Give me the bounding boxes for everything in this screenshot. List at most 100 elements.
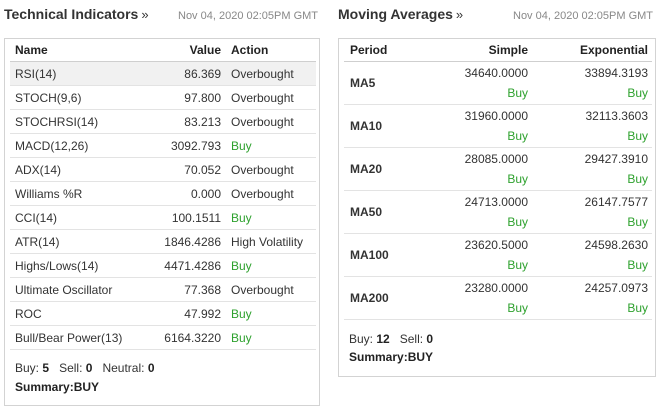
simple-cell: 23280.0000 Buy — [416, 276, 528, 320]
indicator-action: Overbought — [221, 61, 316, 86]
exponential-action: Buy — [627, 129, 648, 143]
exponential-value: 26147.7577 — [584, 195, 648, 209]
exponential-value: 33894.3193 — [584, 66, 648, 80]
simple-value: 28085.0000 — [464, 152, 528, 166]
table-row: STOCHRSI(14) 83.213 Overbought — [10, 109, 316, 134]
moving-averages-table: Period Simple Exponential MA5 34640.0000 B… — [344, 39, 652, 320]
simple-cell: 28085.0000 Buy — [416, 147, 528, 191]
indicator-name: Highs/Lows(14) — [10, 253, 143, 278]
indicator-value: 3092.793 — [143, 133, 221, 158]
indicator-action: Overbought — [221, 85, 316, 110]
table-row: ROC 47.992 Buy — [10, 301, 316, 326]
indicator-action: Overbought — [221, 181, 316, 206]
moving-averages-more-icon[interactable]: » — [455, 7, 464, 22]
simple-value: 31960.0000 — [464, 109, 528, 123]
technical-summary: Summary:BUY — [15, 380, 99, 394]
table-row: MA20 28085.0000 Buy 29427.3910 Buy — [344, 147, 652, 191]
indicator-action: Overbought — [221, 277, 316, 302]
exponential-value: 24257.0973 — [584, 281, 648, 295]
indicator-name: CCI(14) — [10, 205, 143, 230]
neutral-count-label: Neutral: — [102, 361, 145, 375]
moving-averages-rows: MA5 34640.0000 Buy 33894.3193 Buy MA10 31960.0… — [344, 61, 652, 320]
sell-count-label: Sell: — [59, 361, 83, 375]
technical-indicators-table: Name Value Action RSI(14) 86.369 Overbough… — [10, 39, 316, 350]
column-header-period: Period — [344, 39, 416, 62]
indicator-value: 77.368 — [143, 277, 221, 302]
technical-indicators-title[interactable]: Technical Indicators — [4, 6, 139, 22]
column-header-exponential: Exponential — [528, 39, 652, 62]
table-row: Bull/Bear Power(13) 6164.3220 Buy — [10, 325, 316, 350]
table-row: RSI(14) 86.369 Overbought — [10, 61, 316, 86]
technical-indicators-panel: Name Value Action RSI(14) 86.369 Overbough… — [4, 38, 320, 406]
indicator-action: Buy — [221, 325, 316, 350]
technical-indicators-more-icon[interactable]: » — [141, 7, 149, 22]
column-header-name: Name — [10, 39, 143, 62]
summary-label: Summary: — [15, 380, 74, 394]
simple-action: Buy — [507, 258, 528, 272]
indicator-value: 83.213 — [143, 109, 221, 134]
summary-label: Summary: — [349, 350, 408, 364]
table-row: MA200 23280.0000 Buy 24257.0973 Buy — [344, 276, 652, 320]
exponential-action: Buy — [627, 172, 648, 186]
exponential-value: 24598.2630 — [584, 238, 648, 252]
indicator-action: High Volatility — [221, 229, 316, 254]
indicator-value: 100.1511 — [143, 205, 221, 230]
indicator-value: 86.369 — [143, 61, 221, 86]
indicator-value: 47.992 — [143, 301, 221, 326]
table-row: ATR(14) 1846.4286 High Volatility — [10, 229, 316, 254]
moving-timestamp: Nov 04, 2020 02:05PM GMT — [513, 10, 654, 22]
table-header-row: Period Simple Exponential — [344, 39, 652, 62]
buy-count: 12 — [376, 332, 390, 346]
period-label: MA100 — [344, 233, 416, 277]
indicator-name: STOCHRSI(14) — [10, 109, 143, 134]
indicator-name: Bull/Bear Power(13) — [10, 325, 143, 350]
period-label: MA50 — [344, 190, 416, 234]
indicator-name: MACD(12,26) — [10, 133, 143, 158]
indicator-value: 6164.3220 — [143, 325, 221, 350]
table-row: Ultimate Oscillator 77.368 Overbought — [10, 277, 316, 302]
summary-value: BUY — [73, 380, 100, 394]
indicator-name: STOCH(9,6) — [10, 85, 143, 110]
indicator-action: Overbought — [221, 109, 316, 134]
table-row: MA50 24713.0000 Buy 26147.7577 Buy — [344, 190, 652, 234]
indicator-value: 0.000 — [143, 181, 221, 206]
table-row: MA10 31960.0000 Buy 32113.3603 Buy — [344, 104, 652, 148]
exponential-action: Buy — [627, 258, 648, 272]
indicator-name: Ultimate Oscillator — [10, 277, 143, 302]
simple-value: 23280.0000 — [464, 281, 528, 295]
sell-count-label: Sell: — [399, 332, 424, 346]
column-header-simple: Simple — [416, 39, 528, 62]
period-label: MA10 — [344, 104, 416, 148]
simple-value: 23620.5000 — [464, 238, 528, 252]
moving-averages-header: Moving Averages» Nov 04, 2020 02:05PM GM… — [338, 6, 656, 28]
exponential-cell: 26147.7577 Buy — [528, 190, 652, 234]
technical-counts: Buy: 5 Sell: 0 Neutral: 0 — [15, 361, 155, 375]
indicator-action: Buy — [221, 301, 316, 326]
summary-value: BUY — [407, 350, 434, 364]
moving-averages-title[interactable]: Moving Averages — [338, 6, 453, 22]
simple-action: Buy — [507, 86, 528, 100]
table-row: MA5 34640.0000 Buy 33894.3193 Buy — [344, 61, 652, 105]
column-header-value: Value — [143, 39, 221, 62]
buy-count-label: Buy: — [15, 361, 40, 375]
indicator-name: ROC — [10, 301, 143, 326]
exponential-cell: 29427.3910 Buy — [528, 147, 652, 191]
neutral-count: 0 — [147, 361, 155, 375]
technical-timestamp: Nov 04, 2020 02:05PM GMT — [178, 10, 319, 22]
indicator-action: Overbought — [221, 157, 316, 182]
exponential-value: 29427.3910 — [584, 152, 648, 166]
exponential-cell: 32113.3603 Buy — [528, 104, 652, 148]
moving-averages-panel: Period Simple Exponential MA5 34640.0000 B… — [338, 38, 656, 377]
simple-cell: 34640.0000 Buy — [416, 61, 528, 105]
sell-count: 0 — [426, 332, 434, 346]
exponential-cell: 33894.3193 Buy — [528, 61, 652, 105]
table-row: Williams %R 0.000 Overbought — [10, 181, 316, 206]
column-header-action: Action — [221, 39, 316, 62]
exponential-action: Buy — [627, 215, 648, 229]
exponential-cell: 24598.2630 Buy — [528, 233, 652, 277]
simple-action: Buy — [507, 215, 528, 229]
indicator-action: Buy — [221, 253, 316, 278]
indicator-value: 1846.4286 — [143, 229, 221, 254]
technical-indicators-header: Technical Indicators» Nov 04, 2020 02:05… — [4, 6, 320, 28]
moving-summary: Summary:BUY — [349, 350, 433, 364]
